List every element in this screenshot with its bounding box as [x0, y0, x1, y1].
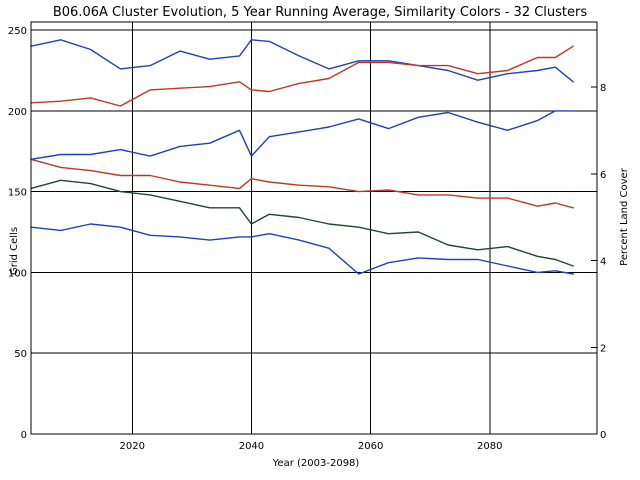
y2-tick-label: 4 [600, 257, 606, 268]
series-line-3 [30, 110, 574, 161]
series-line-6 [30, 223, 574, 275]
x-tick-label: 2080 [477, 441, 502, 452]
x-axis-label: Year (2003-2098) [272, 458, 360, 469]
series-line-5 [30, 179, 574, 267]
y2-axis-label: Percent Land Cover [619, 167, 630, 266]
series-line-2 [30, 45, 574, 107]
plot-frame [30, 21, 598, 435]
chart-title: B06.06A Cluster Evolution, 5 Year Runnin… [53, 5, 588, 20]
axis-layer: 2020 2040 2060 2080 0 50 100 150 200 250 0 2 4 6 8 [8, 21, 606, 452]
x-tick-label: 2020 [120, 441, 145, 452]
y-tick-label: 200 [8, 107, 27, 118]
y-tick-label: 100 [8, 268, 27, 279]
y-tick-label: 250 [8, 26, 27, 37]
y2-tick-label: 8 [600, 83, 606, 94]
series-line-4 [30, 158, 574, 209]
grid-layer [31, 22, 597, 434]
y-axis-label: Grid Cells [9, 227, 20, 275]
x-tick-label: 2060 [358, 441, 383, 452]
y-tick-label: 50 [14, 349, 27, 360]
y2-tick-label: 0 [600, 430, 606, 441]
y2-tick-label: 6 [600, 170, 606, 181]
series-line-1 [30, 39, 574, 83]
series-layer [30, 39, 574, 275]
y-tick-label: 150 [8, 188, 27, 199]
y2-tick-label: 2 [600, 343, 606, 354]
y-tick-label: 0 [21, 430, 27, 441]
x-tick-label: 2040 [239, 441, 264, 452]
